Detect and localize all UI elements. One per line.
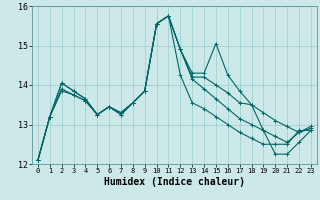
X-axis label: Humidex (Indice chaleur): Humidex (Indice chaleur) (104, 177, 245, 187)
